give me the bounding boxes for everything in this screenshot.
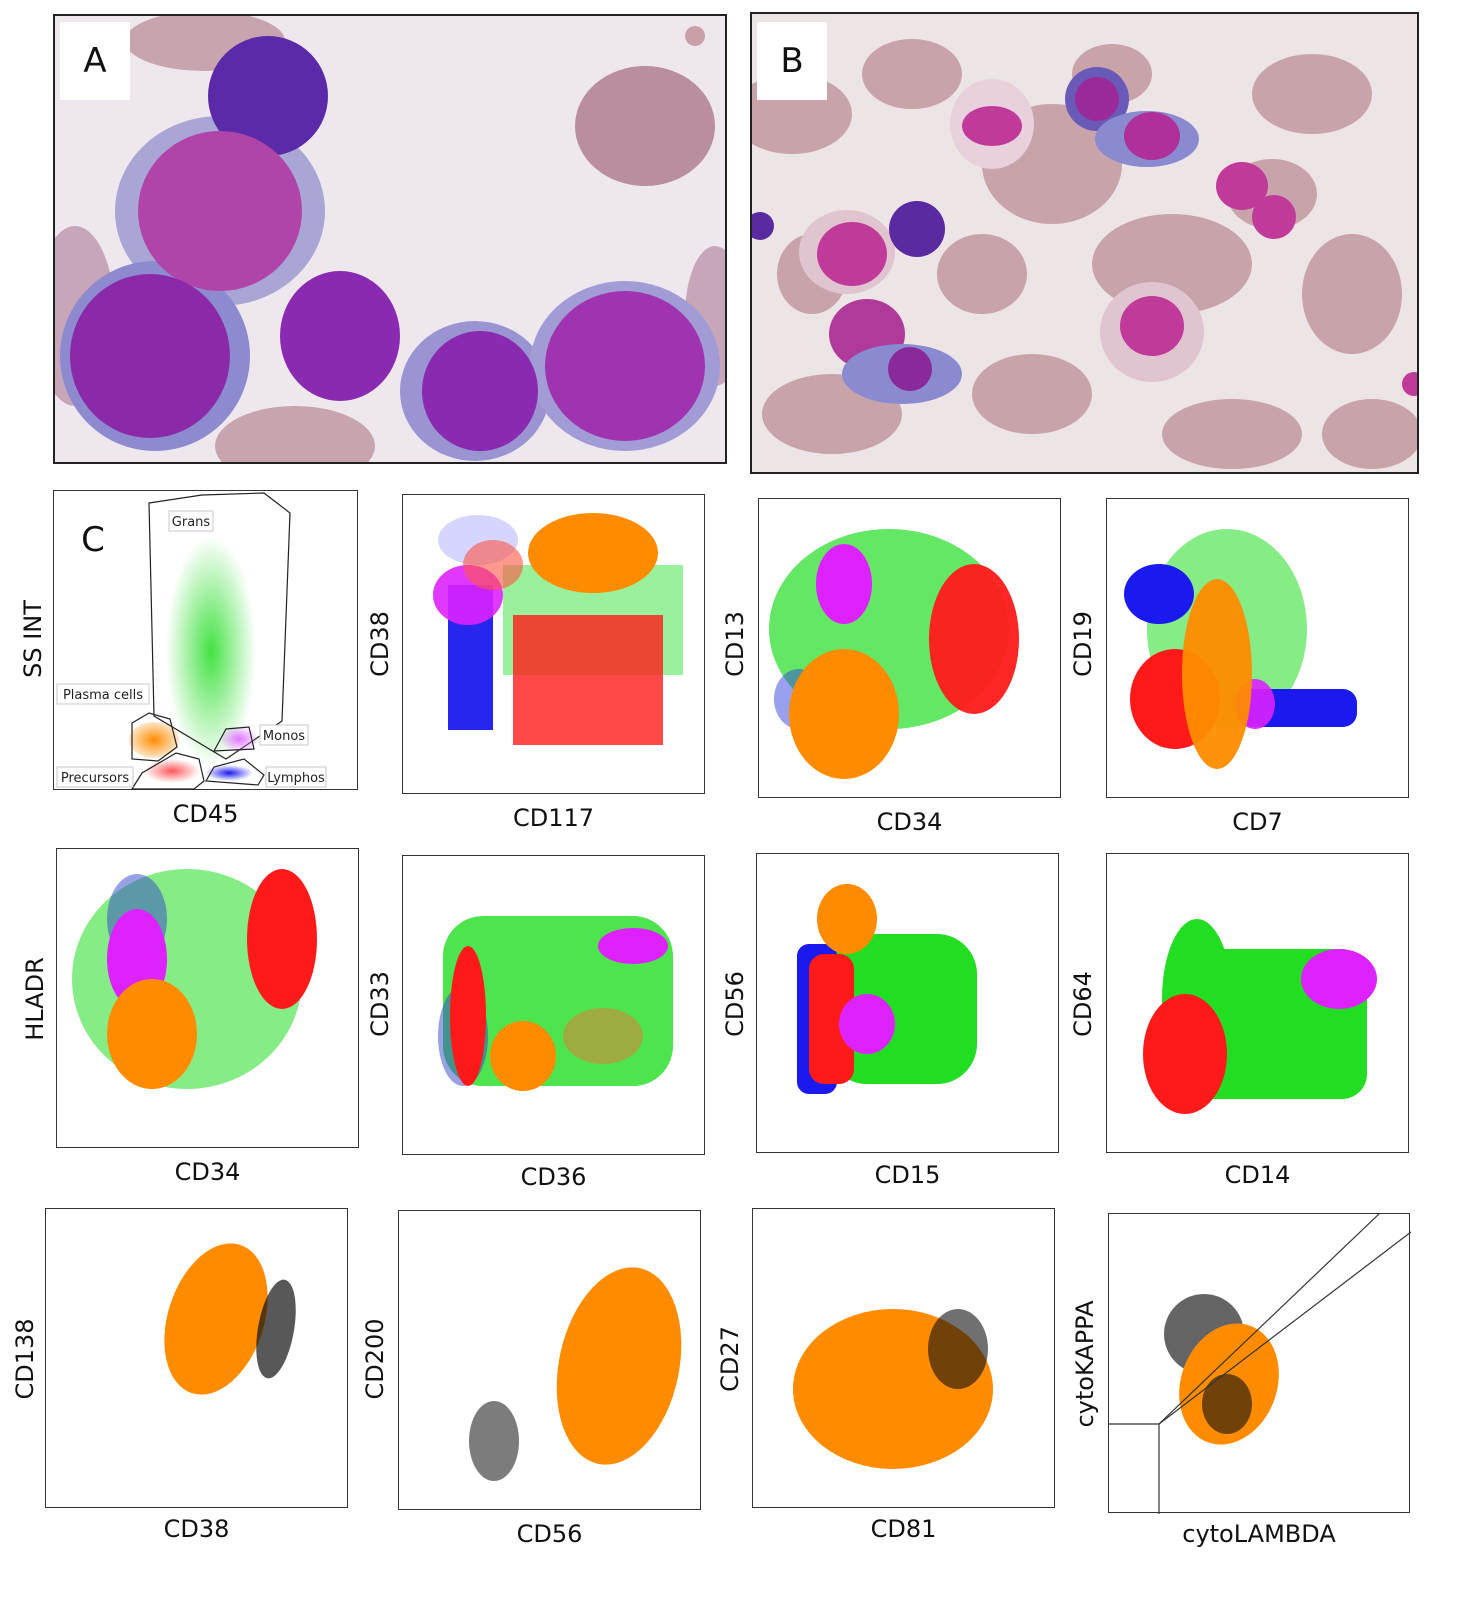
y-axis-label-12: cytoKAPPA	[1071, 1300, 1099, 1428]
y-axis-label-11: CD27	[716, 1326, 744, 1392]
cd45-ssint-scatter: Grans Plasma cells Monos Precursors Lymp…	[56, 492, 327, 790]
plasma-label-box	[56, 683, 150, 705]
x-axis-label-6: CD36	[520, 1163, 587, 1191]
plot-cd38-cd138	[45, 1208, 348, 1508]
plot-cd81-cd27	[752, 1208, 1055, 1508]
plot-cd34-hladr	[56, 848, 359, 1148]
cd38-cd138-scatter	[164, 1243, 296, 1395]
panel-label-b: B	[757, 22, 827, 100]
x-axis-label-3: CD34	[876, 808, 943, 836]
cd7-cd19-scatter	[1124, 529, 1357, 769]
y-axis-label-6: CD33	[366, 971, 394, 1037]
plasma-gate	[131, 712, 178, 762]
x-axis-label-2: CD117	[512, 804, 595, 832]
x-axis-label-1: CD45	[172, 800, 239, 828]
plot-cd36-cd33	[402, 855, 705, 1155]
lymphos-population	[205, 765, 253, 781]
cd36-cd33-scatter	[438, 916, 673, 1091]
monos-label-box	[259, 724, 309, 746]
x-axis-label-12: cytoLAMBDA	[1182, 1520, 1336, 1548]
monos-gate	[212, 726, 255, 752]
x-axis-label-11: CD81	[870, 1515, 937, 1543]
panel-label-c: C	[81, 520, 105, 560]
y-axis-label-4: CD19	[1069, 611, 1097, 677]
y-axis-label-9: CD138	[11, 1318, 39, 1400]
cd34-cd13-scatter	[769, 529, 1019, 779]
lymphos-gate	[205, 758, 265, 786]
plot-cd15-cd56	[756, 853, 1059, 1153]
monos-gate-label: Monos	[263, 729, 305, 744]
micrograph-a-image	[55, 16, 725, 462]
x-axis-label-9: CD38	[163, 1515, 230, 1543]
x-axis-label-5: CD34	[174, 1158, 241, 1186]
plot-cd34-cd13	[758, 498, 1061, 798]
cd117-cd38-scatter	[433, 513, 683, 745]
x-axis-label-10: CD56	[516, 1520, 583, 1548]
y-axis-label-5: HLADR	[21, 957, 49, 1041]
x-axis-label-4: CD7	[1232, 808, 1283, 836]
y-axis-label-10: CD200	[361, 1318, 389, 1400]
micrograph-b-image	[752, 14, 1417, 472]
y-axis-label-2: CD38	[366, 611, 394, 677]
plot-cd7-cd19	[1106, 498, 1409, 798]
plot-cd45-ssint: Grans Plasma cells Monos Precursors Lymp…	[53, 490, 358, 790]
grans-population	[166, 536, 256, 766]
cd56-cd200-scatter	[469, 1267, 682, 1481]
monos-population	[221, 727, 257, 751]
grans-gate	[148, 492, 291, 760]
cytolambda-cytokappa-scatter	[1109, 1214, 1411, 1514]
plot-cd56-cd200	[398, 1210, 701, 1510]
y-axis-label-7: CD56	[721, 971, 749, 1037]
cd81-cd27-scatter	[793, 1309, 993, 1469]
plot-cd14-cd64	[1106, 853, 1409, 1153]
precursors-population	[144, 759, 200, 783]
plot-cd117-cd38	[402, 494, 705, 794]
micrograph-a	[53, 14, 727, 464]
y-axis-label-1: SS INT	[19, 600, 47, 678]
precursors-gate-label: Precursors	[61, 771, 129, 786]
micrograph-b	[750, 12, 1419, 474]
cd14-cd64-scatter	[1143, 919, 1377, 1114]
y-axis-label-8: CD64	[1069, 971, 1097, 1037]
cd15-cd56-scatter	[797, 884, 977, 1094]
panel-label-a: A	[60, 22, 130, 100]
x-axis-label-8: CD14	[1224, 1161, 1291, 1189]
precursors-label-box	[56, 766, 134, 788]
plasma-population	[129, 722, 179, 758]
cd34-hladr-scatter	[72, 869, 317, 1089]
grans-gate-label: Grans	[172, 515, 211, 530]
plasma-gate-label: Plasma cells	[63, 688, 143, 703]
plot-cytolambda-cytokappa	[1108, 1213, 1411, 1514]
y-axis-label-3: CD13	[721, 611, 749, 677]
lymphos-gate-label: Lymphos	[267, 771, 325, 786]
x-axis-label-7: CD15	[874, 1161, 941, 1189]
lymphos-label-box	[265, 766, 327, 788]
grans-label-box	[168, 510, 214, 532]
precursors-gate	[130, 752, 205, 790]
